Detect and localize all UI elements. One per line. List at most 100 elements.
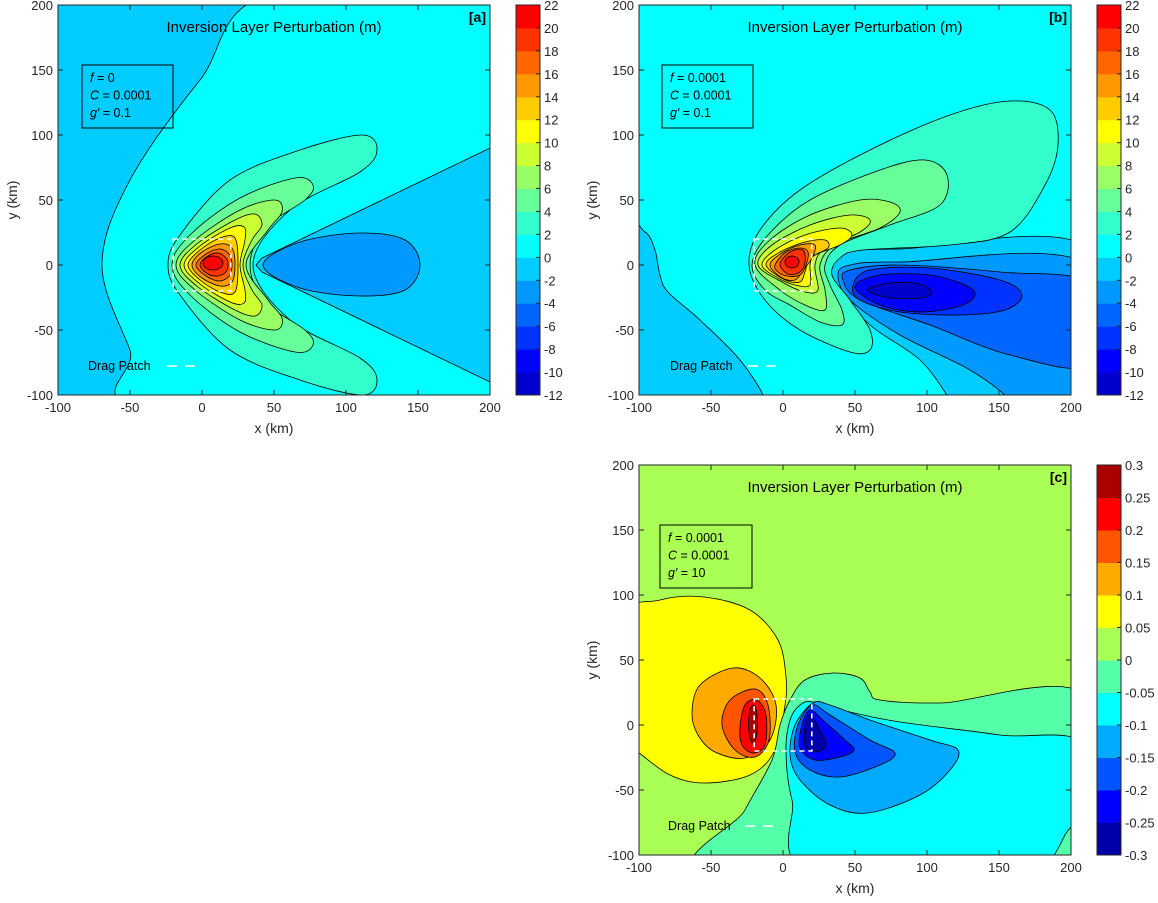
x-tick-label: 200	[479, 400, 501, 415]
colorbar-tick-label: 6	[544, 182, 551, 197]
parameter-value: = 0.0001	[679, 89, 732, 103]
colorbar-band	[516, 142, 540, 167]
parameter-text: g′ = 0.1	[670, 106, 711, 120]
x-axis-label: x (km)	[255, 420, 294, 436]
x-tick-label: 0	[779, 860, 786, 875]
x-tick-label: -100	[626, 400, 652, 415]
x-tick-label: 50	[848, 400, 862, 415]
colorbar-tick-label: 0.05	[1125, 621, 1150, 636]
colorbar-tick-label: 2	[1125, 227, 1132, 242]
colorbar-tick-label: -12	[544, 388, 563, 403]
colorbar-frame	[1096, 4, 1122, 396]
x-tick-label: 100	[335, 400, 357, 415]
contour-fill	[639, 5, 1071, 395]
contour-region	[748, 704, 758, 744]
parameter-symbol: f	[90, 71, 95, 85]
colorbar-tick-label: 18	[1125, 44, 1139, 59]
colorbar-band	[1097, 211, 1121, 235]
colorbar-tick-label: 14	[544, 90, 558, 105]
colorbar-tick-label: -10	[544, 365, 563, 380]
colorbar-band	[1097, 119, 1121, 144]
parameter-value: = 0.0001	[671, 531, 724, 545]
parameter-symbol: f	[668, 531, 673, 545]
parameter-value: = 0.1	[679, 106, 711, 120]
panel-b: -100 -50 0 50 100 150 200-100-50050100150200x …	[584, 0, 1144, 436]
colorbar-band	[1097, 562, 1121, 596]
parameter-text: C = 0.0001	[668, 549, 730, 563]
y-tick-label: 150	[31, 63, 53, 78]
parameter-symbol: f	[670, 71, 675, 85]
colorbar-band	[1097, 822, 1121, 856]
colorbar-band	[1097, 303, 1121, 327]
colorbar-tick-label: 10	[1125, 136, 1139, 151]
colorbar-band	[516, 257, 540, 281]
panel-label: [a]	[469, 9, 486, 25]
y-tick-label: 150	[612, 523, 634, 538]
colorbar-band	[516, 372, 540, 396]
colorbar-tick-label: 20	[544, 21, 558, 36]
colorbar-band	[1097, 465, 1121, 498]
y-tick-label: 100	[612, 128, 634, 143]
colorbar-tick-label: 0.25	[1125, 491, 1150, 506]
colorbar-tick-label: -0.2	[1125, 783, 1147, 798]
colorbar-tick-label: -0.15	[1125, 751, 1155, 766]
y-axis-label: y (km)	[584, 181, 600, 220]
parameter-value: = 10	[677, 566, 705, 580]
contour-region	[867, 282, 933, 300]
x-tick-label: 0	[779, 400, 786, 415]
x-tick-label: -100	[626, 860, 652, 875]
x-axis-label: x (km)	[836, 420, 875, 436]
y-tick-label: -100	[608, 848, 634, 863]
colorbar-tick-label: 6	[1125, 182, 1132, 197]
colorbar-band	[1097, 188, 1121, 212]
colorbar-band	[1097, 5, 1121, 29]
parameter-box	[659, 524, 753, 589]
parameter-text: f = 0	[90, 71, 115, 85]
y-tick-label: 0	[627, 258, 634, 273]
colorbar-band	[516, 326, 540, 350]
colorbar-tick-label: -8	[544, 342, 556, 357]
colorbar-band	[516, 96, 540, 121]
x-tick-label: -50	[702, 400, 721, 415]
colorbar-band	[1097, 165, 1121, 190]
contour-region	[784, 255, 800, 269]
colorbar-tick-label: -8	[1125, 342, 1137, 357]
drag-patch-outline	[753, 238, 813, 292]
x-axis-label: x (km)	[836, 880, 875, 896]
colorbar-band	[516, 234, 540, 258]
parameter-text: g′ = 10	[668, 566, 705, 580]
colorbar-tick-label: 0	[1125, 653, 1132, 668]
parameter-text: f = 0.0001	[670, 71, 726, 85]
x-tick-label: 100	[916, 860, 938, 875]
parameter-text: g′ = 0.1	[90, 106, 131, 120]
y-tick-label: -100	[27, 388, 53, 403]
parameter-symbol: C	[670, 89, 680, 103]
colorbar-tick-label: 4	[1125, 204, 1132, 219]
contour-region	[167, 134, 378, 395]
colorbar-tick-label: -10	[1125, 365, 1144, 380]
colorbar-band	[1097, 96, 1121, 121]
contour-region	[803, 714, 827, 753]
colorbar-tick-label: -0.25	[1125, 816, 1155, 831]
parameter-box	[661, 64, 754, 129]
x-tick-label: 0	[198, 400, 205, 415]
colorbar-band	[1097, 142, 1121, 167]
x-tick-label: 200	[1060, 400, 1082, 415]
panel-c: -100 -50 0 50 100 150 200 -100 -50 0 50 100 150 200 x …	[584, 458, 1155, 896]
parameter-box	[81, 64, 174, 129]
colorbar-band	[516, 280, 540, 304]
colorbar-tick-label: 18	[544, 44, 558, 59]
contour-region	[1053, 826, 1071, 855]
y-tick-label: 50	[620, 193, 634, 208]
colorbar-tick-label: -0.3	[1125, 848, 1147, 863]
colorbar-band	[516, 50, 540, 75]
y-tick-label: -50	[615, 783, 634, 798]
plot-title: Inversion Layer Perturbation (m)	[747, 479, 962, 496]
colorbar-tick-label: 22	[1125, 0, 1139, 13]
colorbar-band	[516, 119, 540, 144]
colorbar-band	[1097, 326, 1121, 350]
legend-label: Drag Patch	[668, 819, 731, 833]
parameter-value: = 0	[93, 71, 114, 85]
